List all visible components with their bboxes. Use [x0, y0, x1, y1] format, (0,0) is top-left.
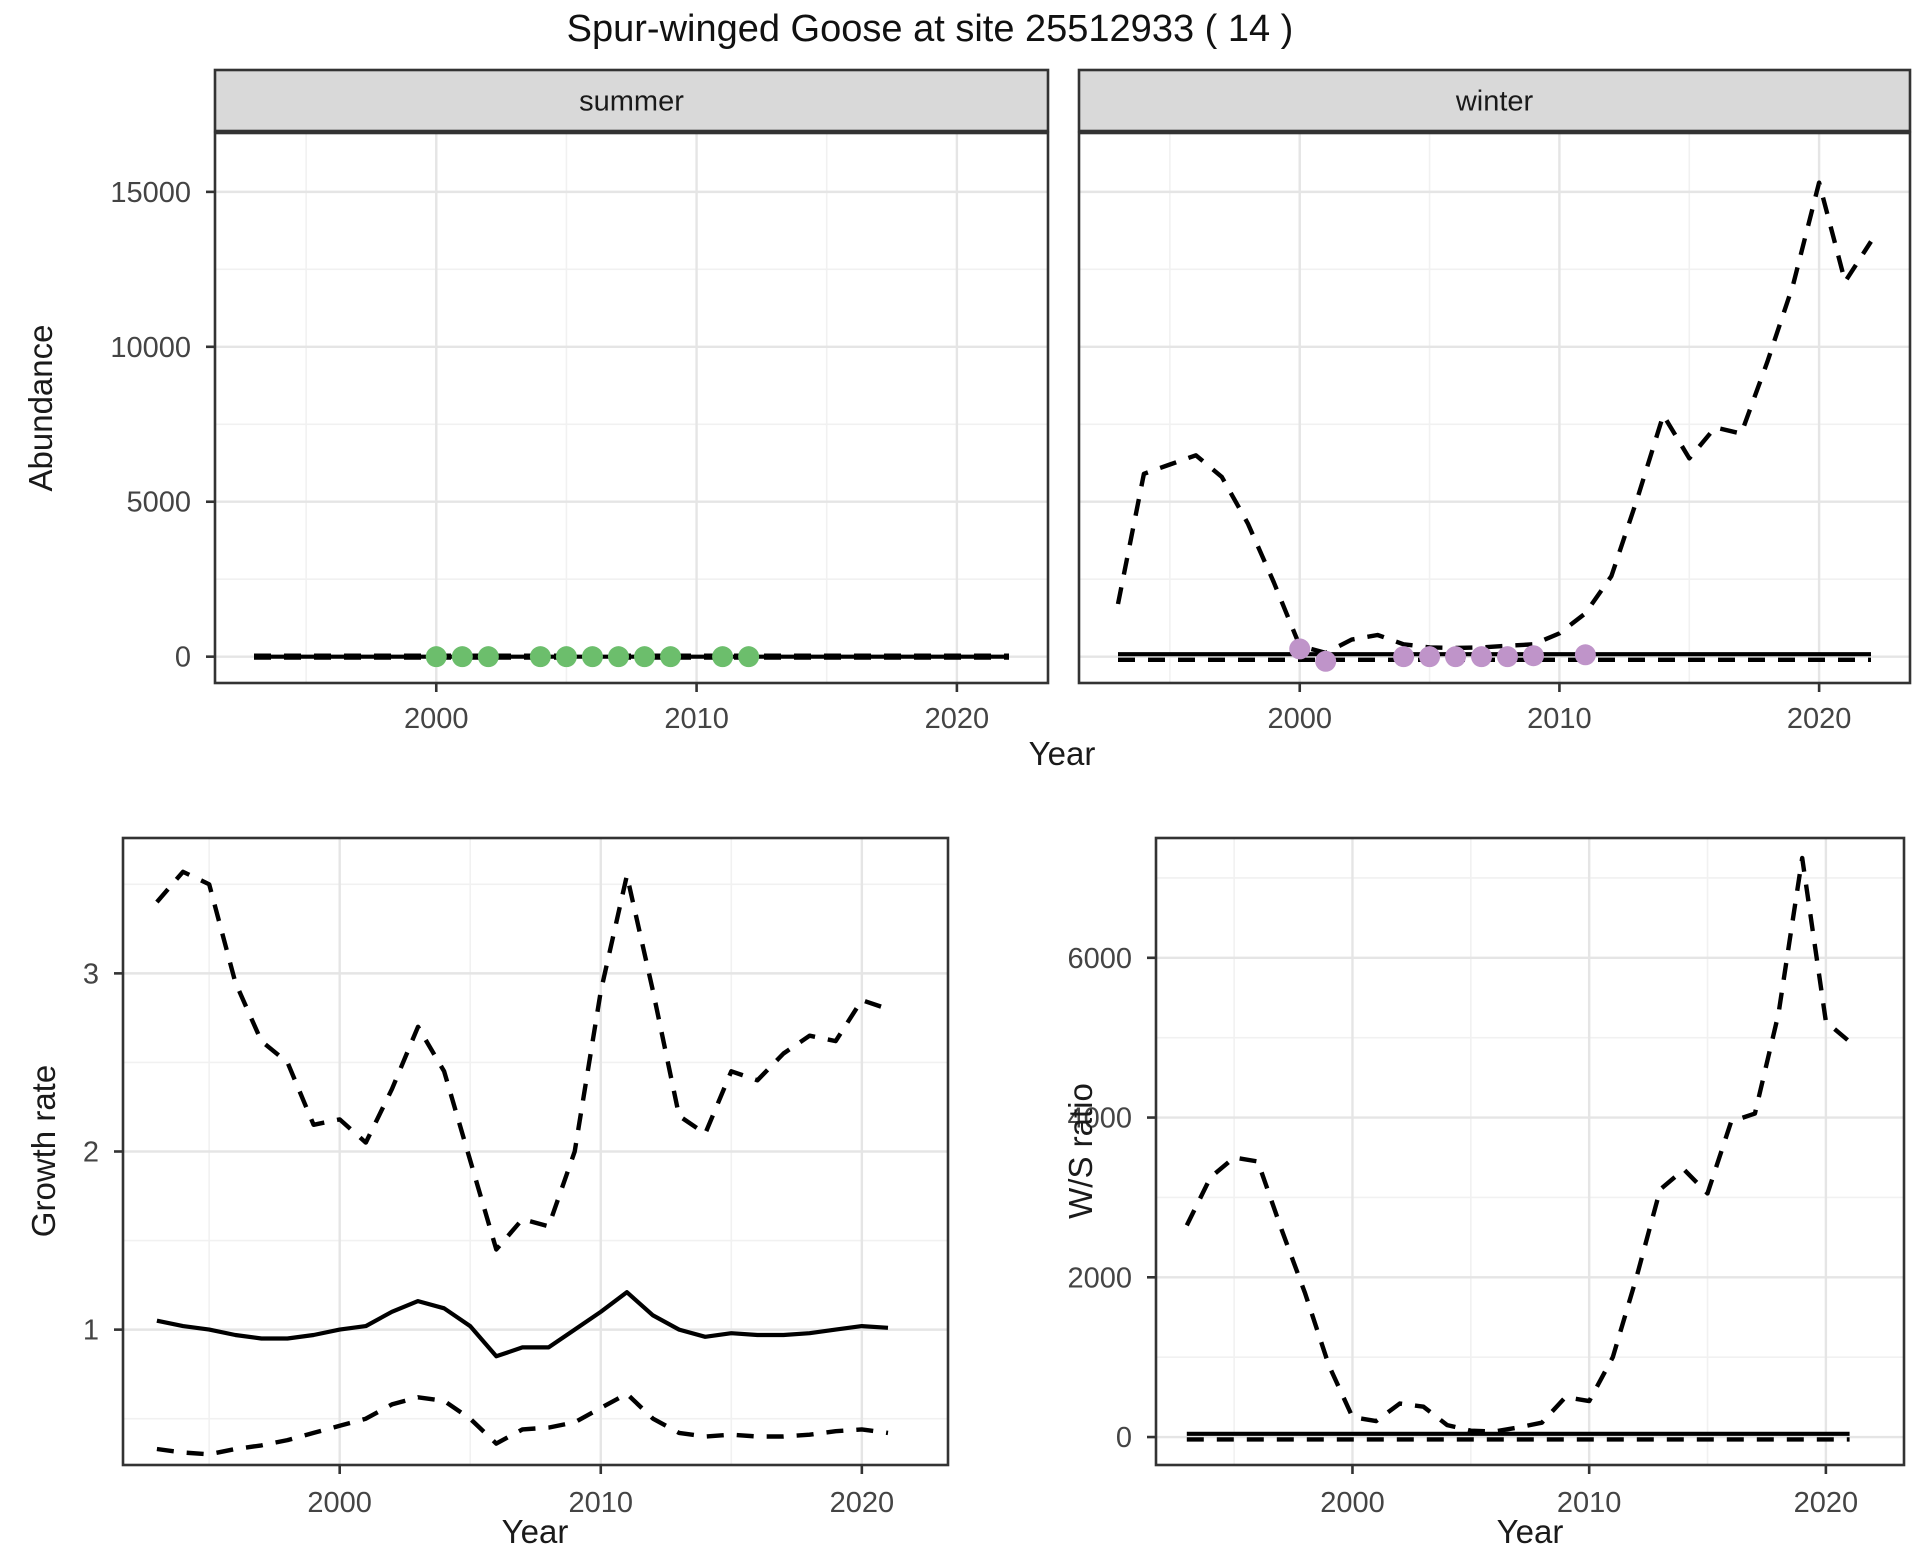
x-tick-label: 2010 [569, 1487, 634, 1519]
summer-panel: summer 2000 2010 2020 0 5000 10000 15000 [110, 68, 1050, 735]
data-point [1393, 646, 1415, 668]
y-tick-label: 1 [83, 1315, 99, 1347]
x-tick-label: 2010 [664, 703, 729, 735]
data-point [607, 646, 629, 668]
data-point [1496, 646, 1518, 668]
facet-strip-label: winter [1455, 86, 1534, 118]
x-tick-label: 2000 [1320, 1487, 1385, 1519]
figure-title: Spur-winged Goose at site 25512933 ( 14 … [566, 8, 1294, 50]
data-point [1419, 646, 1441, 668]
abundance-chart: summer 2000 2010 2020 0 5000 10000 15000 winter 2… [110, 68, 1912, 735]
data-point [555, 646, 577, 668]
ws-ratio-chart: 2000 2010 2020 0 2000 4000 6000 [1067, 836, 1906, 1519]
y-tick-label: 0 [1116, 1422, 1132, 1454]
trend-line [156, 1290, 889, 1359]
data-point [634, 646, 656, 668]
bottom-left-year-axis-title: Year [501, 1513, 569, 1550]
y-tick-label: 0 [175, 642, 191, 674]
facet-strip-label: summer [579, 86, 684, 118]
data-point [1289, 638, 1311, 660]
y-tick-label: 2000 [1067, 1262, 1132, 1294]
bottom-right-year-axis-title: Year [1496, 1513, 1564, 1550]
data-point [1522, 645, 1544, 667]
ci-upper-line [1115, 180, 1873, 656]
ci-upper-line [1184, 855, 1852, 1434]
winter-panel: winter 2000 2010 2020 [1077, 68, 1912, 735]
x-tick-label: 2020 [1794, 1487, 1859, 1519]
panel-border [1077, 131, 1912, 685]
y-tick-label: 6000 [1067, 943, 1132, 975]
data-point [1471, 646, 1493, 668]
data-point [425, 646, 447, 668]
y-tick-label: 3 [83, 958, 99, 990]
data-point [581, 646, 603, 668]
x-tick-label: 2020 [1787, 703, 1852, 735]
x-tick-label: 2010 [1527, 703, 1592, 735]
data-point [477, 646, 499, 668]
growth-rate-axis-title: Growth rate [25, 1064, 62, 1238]
y-tick-label: 5000 [126, 487, 191, 519]
facet-strip [1077, 68, 1912, 133]
data-point [529, 646, 551, 668]
abundance-axis-title: Abundance [22, 324, 59, 492]
top-year-axis-title: Year [1028, 735, 1096, 772]
x-tick-label: 2020 [925, 703, 990, 735]
data-point [738, 646, 760, 668]
y-tick-label: 10000 [110, 332, 191, 364]
data-point [1315, 650, 1337, 672]
facet-strip [213, 68, 1050, 133]
ci-upper-line [155, 869, 889, 1252]
x-tick-label: 2010 [1557, 1487, 1622, 1519]
data-point [1574, 644, 1596, 666]
x-tick-label: 2000 [307, 1487, 372, 1519]
x-tick-label: 2020 [830, 1487, 895, 1519]
y-tick-label: 15000 [110, 177, 191, 209]
panel-border [213, 131, 1050, 685]
x-tick-label: 2000 [404, 703, 469, 735]
y-tick-label: 4000 [1067, 1103, 1132, 1135]
panel-border [1154, 836, 1906, 1467]
growth-rate-chart: 2000 2010 2020 1 2 3 [83, 836, 950, 1519]
x-tick-label: 2000 [1267, 703, 1332, 735]
data-point [1445, 646, 1467, 668]
y-tick-label: 2 [83, 1137, 99, 1169]
ws-ratio-axis-title: W/S ratio [1062, 1083, 1099, 1219]
data-point [451, 646, 473, 668]
ci-lower-line [156, 1391, 889, 1457]
data-point [660, 646, 682, 668]
data-point [712, 646, 734, 668]
